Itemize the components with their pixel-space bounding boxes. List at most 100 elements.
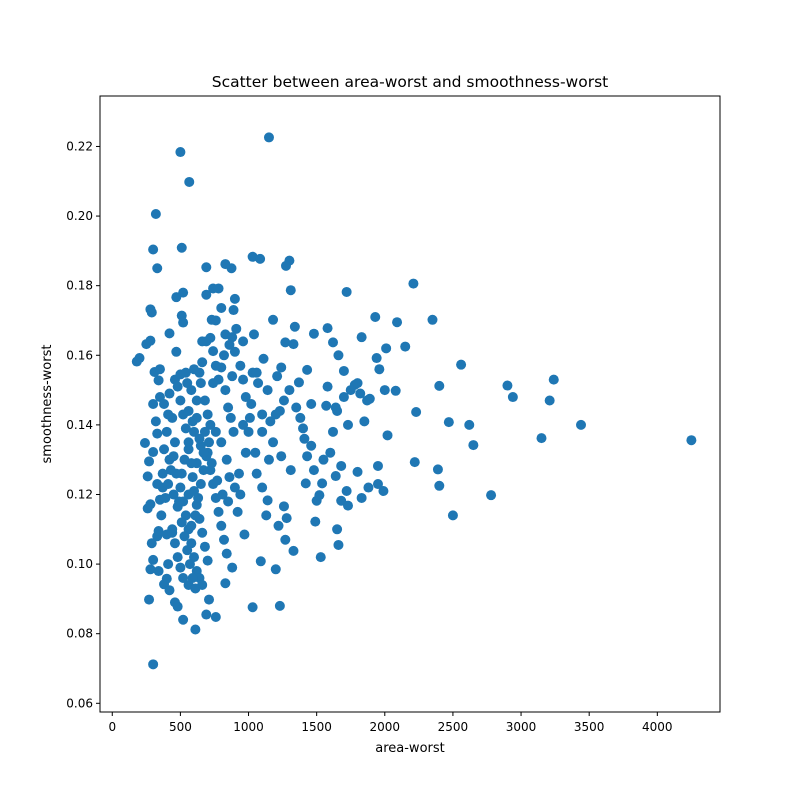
- data-point: [278, 395, 289, 406]
- data-point: [400, 341, 411, 352]
- data-point: [161, 573, 172, 584]
- data-point: [153, 375, 164, 386]
- data-point: [276, 362, 287, 373]
- data-point: [220, 578, 231, 589]
- data-point: [300, 478, 311, 489]
- data-point: [345, 385, 356, 396]
- data-point: [175, 562, 186, 573]
- data-point: [160, 492, 171, 503]
- y-tick-label: 0.18: [66, 279, 93, 293]
- x-tick-label: 2000: [370, 720, 401, 734]
- data-point: [225, 412, 236, 423]
- data-point: [284, 385, 295, 396]
- data-point: [195, 479, 206, 490]
- data-point: [184, 559, 195, 570]
- data-point: [310, 516, 321, 527]
- data-point: [229, 293, 240, 304]
- data-point: [333, 539, 344, 550]
- data-point: [341, 286, 352, 297]
- data-point: [224, 339, 235, 350]
- data-point: [330, 402, 341, 413]
- x-tick-label: 1000: [233, 720, 264, 734]
- y-tick-label: 0.12: [66, 487, 93, 501]
- data-point: [157, 468, 168, 479]
- data-point: [257, 482, 268, 493]
- data-point: [576, 419, 587, 430]
- data-point: [232, 506, 243, 517]
- data-point: [359, 416, 370, 427]
- data-point: [411, 407, 422, 417]
- data-point: [195, 378, 206, 389]
- data-point: [204, 437, 215, 448]
- data-point: [280, 337, 291, 348]
- data-point: [278, 501, 289, 512]
- x-tick-label: 2500: [438, 720, 469, 734]
- data-point: [131, 356, 142, 367]
- data-point: [238, 336, 249, 347]
- data-point: [390, 385, 401, 396]
- data-point: [197, 336, 208, 347]
- data-point: [507, 392, 518, 403]
- data-point: [265, 416, 276, 427]
- data-point: [343, 419, 353, 430]
- data-point: [372, 460, 383, 471]
- data-point: [338, 392, 349, 403]
- data-point: [189, 426, 200, 437]
- data-point: [321, 400, 332, 411]
- data-point: [164, 328, 175, 339]
- data-point: [258, 353, 269, 364]
- data-point: [263, 454, 274, 465]
- data-point: [281, 513, 292, 524]
- data-point: [308, 465, 319, 476]
- y-tick-label: 0.22: [66, 139, 93, 153]
- data-point: [363, 482, 374, 493]
- data-point: [186, 385, 197, 396]
- data-point: [171, 346, 182, 357]
- data-point: [328, 337, 339, 348]
- data-point: [161, 426, 172, 437]
- data-point: [332, 524, 343, 535]
- data-point: [213, 506, 224, 517]
- data-point: [175, 482, 186, 493]
- data-point: [427, 314, 438, 325]
- data-point: [152, 263, 163, 274]
- data-point: [536, 433, 547, 444]
- y-tick-label: 0.16: [66, 348, 93, 362]
- data-point: [315, 552, 326, 563]
- data-point: [486, 490, 497, 501]
- data-point: [255, 253, 266, 264]
- data-point: [190, 624, 201, 635]
- data-point: [182, 545, 193, 556]
- data-point: [270, 409, 281, 420]
- x-tick-label: 4000: [642, 720, 673, 734]
- data-point: [246, 399, 257, 409]
- data-point: [434, 380, 445, 391]
- data-point: [432, 464, 443, 475]
- data-point: [216, 520, 227, 531]
- data-point: [223, 402, 234, 413]
- data-point: [306, 440, 317, 451]
- data-point: [202, 409, 213, 420]
- data-point: [168, 451, 179, 462]
- data-point: [206, 458, 217, 469]
- data-point: [238, 374, 249, 385]
- data-point: [456, 359, 467, 370]
- data-point: [372, 479, 383, 490]
- data-point: [502, 380, 513, 391]
- data-point: [213, 283, 224, 294]
- data-point: [169, 538, 180, 549]
- data-point: [187, 416, 198, 427]
- data-point: [183, 444, 194, 455]
- data-point: [288, 545, 299, 556]
- data-point: [229, 346, 240, 357]
- data-point: [371, 353, 382, 364]
- data-point: [295, 412, 306, 423]
- data-point: [176, 517, 187, 528]
- data-point: [270, 564, 281, 575]
- x-axis: 0 500 1000 1500 2000 2500 3000 3500 4000: [108, 712, 673, 734]
- data-point: [176, 242, 187, 253]
- data-point: [154, 364, 165, 375]
- x-tick-label: 3500: [574, 720, 605, 734]
- data-point: [142, 471, 153, 482]
- data-point: [239, 529, 250, 540]
